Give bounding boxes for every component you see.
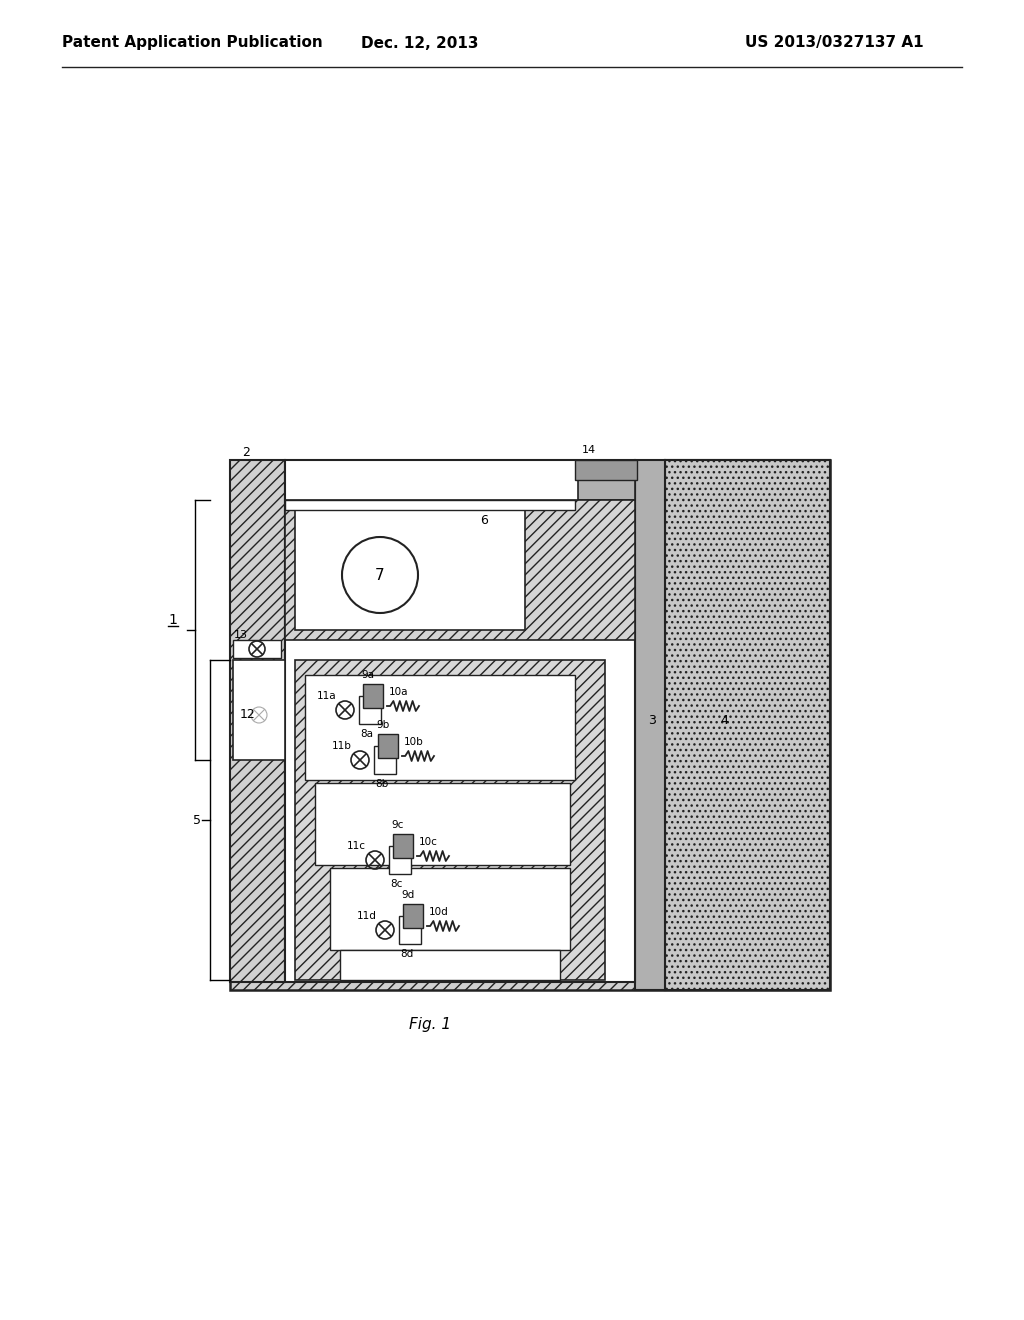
Text: 1: 1 — [168, 612, 177, 627]
Bar — [295, 660, 605, 979]
Bar — [389, 846, 411, 874]
Text: 2: 2 — [242, 446, 250, 458]
Text: 10c: 10c — [419, 837, 438, 847]
Bar — [315, 783, 570, 865]
Text: 11b: 11b — [332, 741, 352, 751]
Bar — [393, 834, 413, 858]
Text: 5: 5 — [193, 813, 201, 826]
Text: 7: 7 — [375, 568, 385, 582]
Bar — [374, 746, 396, 774]
Bar — [578, 459, 635, 500]
Bar — [305, 675, 575, 780]
Text: 9d: 9d — [401, 890, 415, 900]
Text: 10d: 10d — [429, 907, 449, 917]
Bar — [665, 459, 830, 990]
Bar — [635, 459, 665, 990]
Text: 12: 12 — [240, 709, 256, 722]
Bar — [230, 459, 830, 990]
Circle shape — [342, 537, 418, 612]
Bar — [399, 916, 421, 944]
Text: Fig. 1: Fig. 1 — [409, 1018, 451, 1032]
Bar — [403, 904, 423, 928]
Bar — [285, 500, 575, 510]
Text: 9a: 9a — [361, 671, 374, 680]
Bar — [295, 510, 525, 630]
Bar — [285, 500, 635, 640]
Bar — [233, 640, 281, 657]
Text: 4: 4 — [720, 714, 728, 726]
Text: 9c: 9c — [391, 820, 403, 830]
Bar — [575, 459, 637, 480]
Bar — [359, 696, 381, 723]
Text: US 2013/0327137 A1: US 2013/0327137 A1 — [745, 36, 924, 50]
Text: 10a: 10a — [389, 686, 409, 697]
Text: 3: 3 — [648, 714, 656, 726]
Text: 11c: 11c — [347, 841, 366, 851]
Text: 11a: 11a — [317, 690, 337, 701]
Text: Patent Application Publication: Patent Application Publication — [62, 36, 323, 50]
Text: 8a: 8a — [360, 729, 373, 739]
Text: 14: 14 — [582, 445, 596, 455]
Text: 11d: 11d — [357, 911, 377, 921]
Text: 13: 13 — [234, 630, 248, 640]
Text: 8b: 8b — [375, 779, 388, 789]
Text: 10b: 10b — [404, 737, 424, 747]
Text: 8d: 8d — [400, 949, 414, 960]
Bar — [362, 684, 383, 708]
Bar — [378, 734, 398, 758]
Text: 8c: 8c — [390, 879, 402, 888]
Bar — [340, 950, 560, 979]
Text: Dec. 12, 2013: Dec. 12, 2013 — [361, 36, 479, 50]
Bar — [233, 660, 285, 760]
Bar — [230, 459, 285, 982]
Bar — [665, 459, 830, 990]
Text: 9b: 9b — [376, 719, 389, 730]
Text: 6: 6 — [480, 513, 487, 527]
Bar — [285, 459, 635, 982]
Bar — [330, 869, 570, 950]
